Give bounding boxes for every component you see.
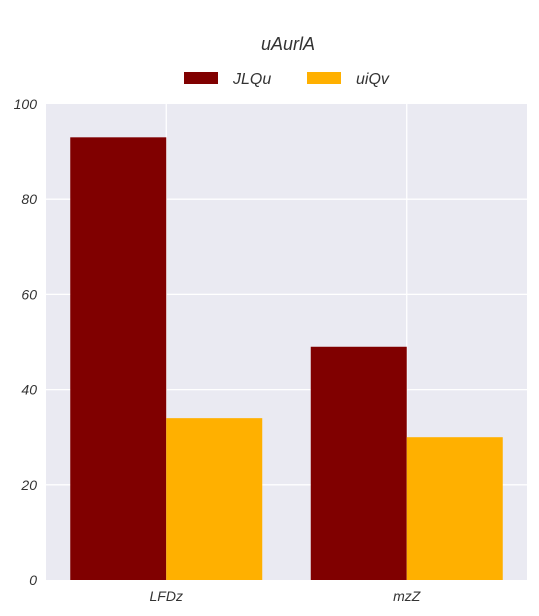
legend-label-uiqv: uiQv [356,71,390,88]
x-tick-label-LFDz: LFDz [150,588,183,604]
y-tick-label-20: 20 [20,477,37,493]
y-tick-label-60: 60 [21,286,37,302]
y-tick-label-0: 0 [29,572,37,588]
y-tick-label-80: 80 [21,191,37,207]
y-tick-label-40: 40 [21,382,37,398]
legend-swatch-uiqv [307,72,341,84]
x-tick-label-mzZ: mzZ [393,588,421,604]
bar-JLQu-LFDz [70,137,167,580]
x-axis-ticks: LFDz mzZ [150,588,421,604]
bar-uiQv-mzZ [406,437,503,580]
bar-JLQu-mzZ [310,346,407,580]
chart-title: uAurlA [261,34,315,54]
y-axis-ticks: 0 20 40 60 80 100 [14,96,38,588]
legend: JLQu uiQv [184,71,390,88]
legend-swatch-jlqu [184,72,218,84]
bars [70,137,503,580]
legend-label-jlqu: JLQu [232,71,271,88]
bar-uiQv-LFDz [166,418,263,580]
y-tick-label-100: 100 [14,96,38,112]
